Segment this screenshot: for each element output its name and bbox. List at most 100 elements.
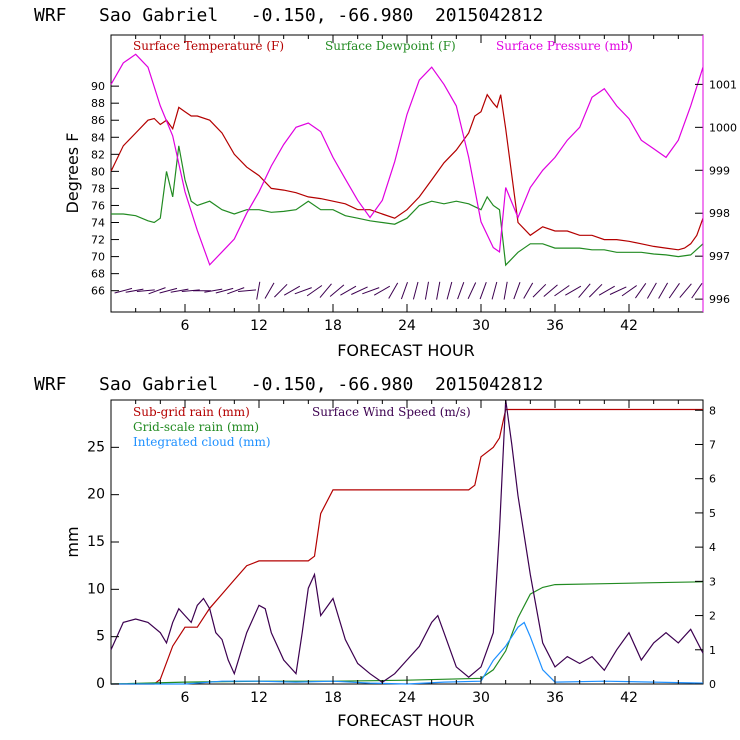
x-tick-label: 36 — [546, 318, 564, 334]
wind-barb — [668, 283, 680, 299]
y-tick-label: 86 — [91, 114, 105, 127]
y-tick-label: 88 — [91, 97, 105, 110]
y-tick-label: 15 — [87, 534, 105, 550]
wind-barb — [491, 281, 498, 300]
wind-barb — [170, 288, 189, 293]
wind-barb — [148, 287, 166, 295]
x-tick-label: 36 — [546, 690, 564, 706]
wind-barb — [264, 282, 275, 299]
x-tick-label: 24 — [398, 318, 416, 334]
legend-surface-pressure: Surface Pressure (mb) — [496, 39, 633, 53]
wind-barb — [424, 281, 429, 300]
y-tick-label: 82 — [91, 148, 105, 161]
y2-tick-label: 997 — [709, 250, 730, 263]
wind-barb — [554, 285, 570, 297]
wind-barb — [436, 281, 441, 300]
wind-barb — [532, 283, 547, 298]
x-tick-label: 30 — [472, 318, 490, 334]
x-tick-label: 42 — [620, 318, 638, 334]
panel1-x-axis-label: FORECAST HOUR — [337, 341, 475, 360]
y2-tick-label: 999 — [709, 164, 730, 177]
panel1-y-axis-label: Degrees F — [63, 133, 82, 214]
y2-tick-label: 0 — [709, 678, 716, 691]
y-tick-label: 76 — [91, 199, 105, 212]
wind-barb — [125, 288, 144, 293]
panel1-plot-frame — [110, 34, 704, 313]
wind-barb — [691, 283, 703, 299]
y-tick-label: 70 — [91, 251, 105, 264]
y2-tick-label: 3 — [709, 575, 716, 588]
legend-surface-dewpoint: Surface Dewpoint (F) — [325, 39, 456, 53]
wind-barb — [467, 282, 477, 300]
legend-integrated-cloud: Integrated cloud (mm) — [133, 435, 271, 449]
y2-tick-label: 6 — [709, 473, 716, 486]
precipitation-panel: WRF Sao Gabriel -0.150, -66.980 20150428… — [34, 374, 716, 730]
legend-gridscale-rain: Grid-scale rain (mm) — [133, 420, 259, 434]
y-tick-label: 20 — [87, 487, 105, 503]
wind-barb — [329, 284, 345, 297]
wind-barb — [159, 287, 178, 294]
y2-tick-label: 1000 — [709, 121, 737, 134]
series-grid-scale-rain-mm — [110, 581, 704, 685]
y-tick-label: 90 — [91, 80, 105, 93]
x-tick-label: 6 — [181, 318, 190, 334]
x-tick-label: 12 — [250, 318, 268, 334]
wind-barb — [513, 282, 521, 300]
wind-barb — [181, 289, 200, 292]
series-surface-dewpoint-f — [111, 145, 704, 267]
wind-barb — [609, 286, 627, 295]
wind-barb — [523, 282, 534, 299]
wind-barb — [679, 283, 692, 298]
wind-barb — [306, 285, 323, 297]
wind-barb — [274, 283, 288, 298]
wind-barb — [351, 286, 368, 295]
panel2-legend: Sub-grid rain (mm) Surface Wind Speed (m… — [133, 405, 471, 449]
y2-tick-label: 2 — [709, 610, 716, 623]
y-tick-label: 66 — [91, 285, 105, 298]
y-tick-label: 74 — [91, 217, 105, 230]
x-tick-label: 42 — [620, 690, 638, 706]
series-surface-temperature-f — [110, 93, 704, 251]
wind-barb — [114, 287, 133, 294]
y-tick-label: 78 — [91, 182, 105, 195]
panel2-title: WRF Sao Gabriel -0.150, -66.980 20150428… — [34, 374, 543, 395]
wind-barb — [388, 282, 399, 299]
y2-tick-label: 998 — [709, 207, 730, 220]
wind-barb — [479, 282, 487, 300]
y2-tick-label: 1 — [709, 644, 716, 657]
wind-barb — [373, 285, 391, 296]
series-sub-grid-rain-mm — [111, 408, 703, 685]
wind-barb — [283, 285, 301, 296]
wind-barb — [543, 284, 558, 297]
y2-tick-label: 996 — [709, 293, 730, 306]
series-integrated-cloud-mm — [111, 621, 704, 685]
y-tick-label: 5 — [96, 629, 105, 645]
y-tick-label: 68 — [91, 268, 105, 281]
x-tick-label: 6 — [181, 690, 190, 706]
wind-barb — [215, 287, 234, 294]
x-tick-label: 18 — [324, 318, 342, 334]
panel1-title: WRF Sao Gabriel -0.150, -66.980 20150428… — [34, 5, 543, 26]
wind-barb — [457, 282, 465, 300]
legend-subgrid-rain: Sub-grid rain (mm) — [133, 405, 250, 419]
y-tick-label: 10 — [87, 581, 105, 597]
wind-barb — [238, 289, 257, 292]
wind-barb — [578, 283, 591, 298]
y2-tick-label: 8 — [709, 404, 716, 417]
y-tick-label: 0 — [96, 676, 105, 692]
wind-barb — [256, 281, 261, 300]
wind-barb — [621, 285, 637, 297]
wind-barb — [400, 282, 408, 300]
wind-barb — [646, 282, 657, 299]
x-tick-label: 18 — [324, 690, 342, 706]
temperature-panel: WRF Sao Gabriel -0.150, -66.980 20150428… — [34, 5, 737, 360]
y-tick-label: 80 — [91, 165, 105, 178]
wind-barb — [412, 281, 419, 300]
y2-tick-label: 4 — [709, 541, 716, 554]
wind-barb — [362, 287, 380, 295]
wind-barb — [565, 285, 582, 296]
wind-barb — [204, 288, 223, 293]
x-tick-label: 12 — [250, 690, 268, 706]
x-tick-label: 30 — [472, 690, 490, 706]
